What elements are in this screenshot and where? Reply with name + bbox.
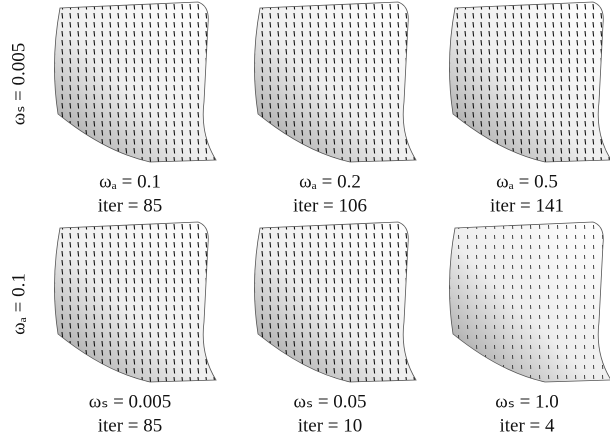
direction-field — [449, 2, 610, 162]
panel-caption: ωₐ = 0.2 — [299, 171, 361, 192]
panel-caption: ωₛ = 1.0 — [495, 391, 559, 412]
iteration-count: iter = 85 — [98, 195, 163, 216]
iteration-count: iter = 106 — [293, 195, 367, 216]
panel-caption: ωₐ = 0.1 — [99, 171, 161, 192]
row-label: ωₛ = 0.005 — [8, 43, 29, 126]
panel-caption: ωₛ = 0.05 — [293, 391, 366, 412]
iteration-count: iter = 4 — [499, 415, 555, 434]
direction-field — [254, 222, 416, 382]
surface-image — [253, 221, 417, 383]
surface-image — [53, 1, 217, 163]
direction-field — [54, 222, 216, 382]
panels: ωₛ = 0.005 ωₐ = 0.1 iter = 85 ωₐ = 0.2 iter … — [8, 1, 610, 434]
surface-image — [53, 221, 217, 383]
iteration-count: iter = 10 — [298, 415, 363, 434]
iteration-count: iter = 85 — [98, 415, 163, 434]
surface-image — [253, 1, 417, 163]
panel-caption: ωₛ = 0.005 — [89, 391, 172, 412]
row-label: ωₐ = 0.1 — [8, 273, 29, 335]
surface-image — [448, 1, 610, 163]
direction-field — [449, 222, 610, 382]
iteration-count: iter = 141 — [490, 195, 564, 216]
surface-image — [448, 221, 610, 383]
direction-field — [54, 2, 216, 162]
direction-field — [254, 2, 416, 162]
panel-caption: ωₐ = 0.5 — [496, 171, 558, 192]
